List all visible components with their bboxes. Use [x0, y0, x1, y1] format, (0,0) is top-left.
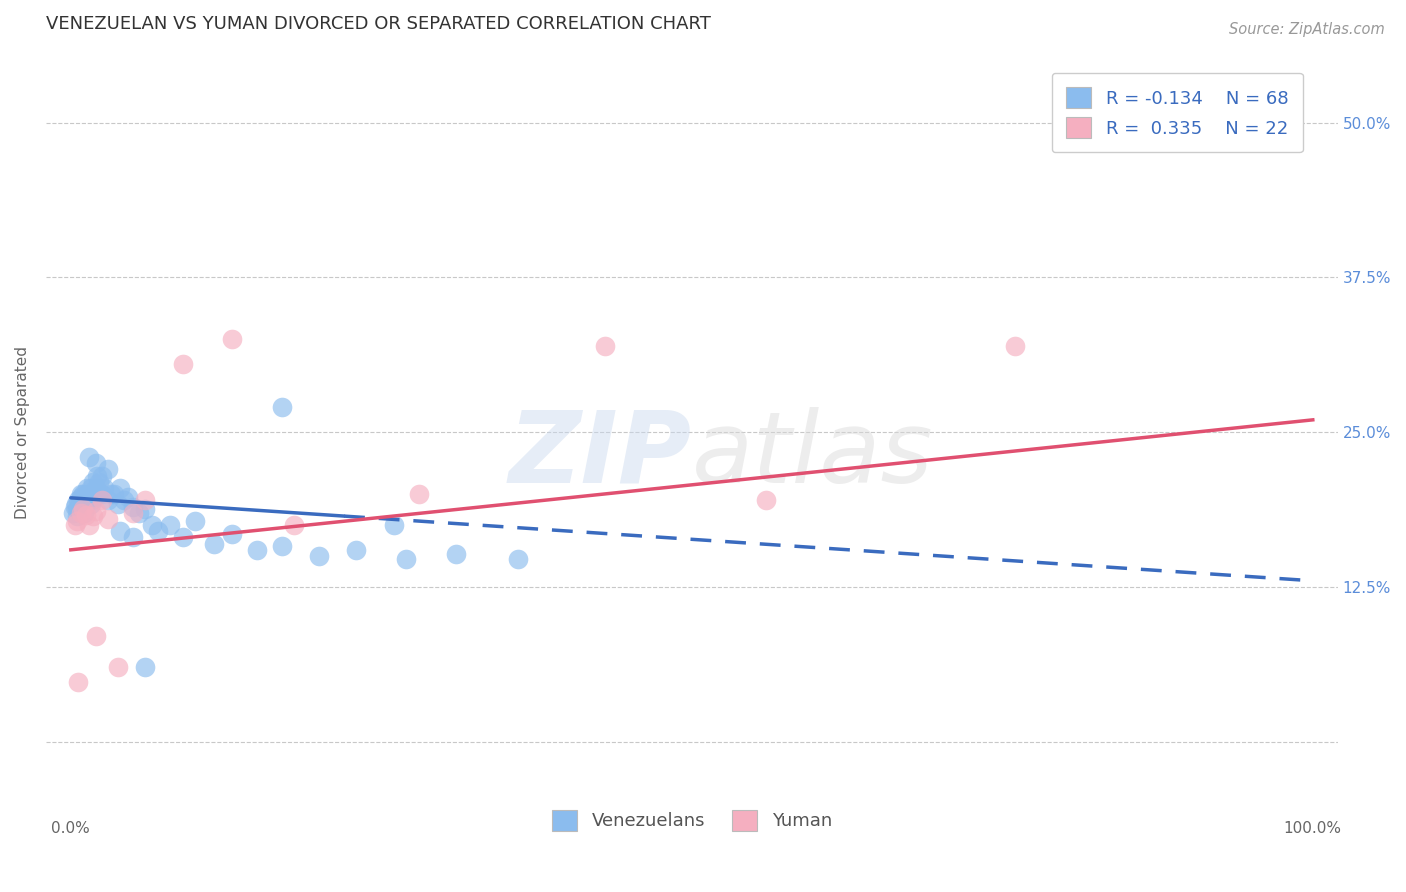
Point	[122, 506, 145, 520]
Point	[75, 508, 97, 523]
Point	[444, 547, 467, 561]
Point	[82, 475, 104, 489]
Point	[69, 490, 91, 504]
Point	[84, 504, 107, 518]
Point	[79, 518, 101, 533]
Point	[128, 506, 150, 520]
Point	[97, 493, 120, 508]
Point	[283, 518, 305, 533]
Text: ZIP: ZIP	[509, 407, 692, 504]
Point	[271, 539, 294, 553]
Point	[70, 502, 93, 516]
Point	[75, 487, 97, 501]
Point	[90, 487, 112, 501]
Point	[69, 504, 91, 518]
Point	[382, 518, 405, 533]
Point	[89, 475, 111, 489]
Point	[66, 514, 89, 528]
Point	[107, 660, 129, 674]
Point	[122, 531, 145, 545]
Point	[246, 542, 269, 557]
Point	[308, 549, 330, 563]
Point	[69, 487, 91, 501]
Y-axis label: Divorced or Separated: Divorced or Separated	[15, 346, 30, 519]
Point	[72, 492, 94, 507]
Point	[73, 506, 96, 520]
Point	[66, 509, 89, 524]
Point	[75, 496, 97, 510]
Point	[67, 493, 90, 508]
Point	[83, 490, 105, 504]
Point	[395, 551, 418, 566]
Point	[221, 526, 243, 541]
Point	[69, 506, 91, 520]
Point	[69, 496, 91, 510]
Point	[117, 490, 139, 504]
Point	[62, 506, 84, 520]
Point	[1004, 338, 1026, 352]
Point	[72, 487, 94, 501]
Point	[159, 518, 181, 533]
Point	[90, 493, 112, 508]
Point	[84, 481, 107, 495]
Point	[202, 536, 225, 550]
Point	[112, 493, 135, 508]
Point	[134, 660, 156, 674]
Point	[79, 481, 101, 495]
Point	[97, 462, 120, 476]
Point	[79, 493, 101, 508]
Point	[146, 524, 169, 539]
Point	[107, 497, 129, 511]
Point	[110, 524, 132, 539]
Point	[221, 332, 243, 346]
Point	[82, 509, 104, 524]
Point	[134, 502, 156, 516]
Point	[134, 493, 156, 508]
Point	[172, 357, 194, 371]
Point	[67, 675, 90, 690]
Point	[82, 487, 104, 501]
Text: VENEZUELAN VS YUMAN DIVORCED OR SEPARATED CORRELATION CHART: VENEZUELAN VS YUMAN DIVORCED OR SEPARATE…	[46, 15, 711, 33]
Point	[72, 502, 94, 516]
Point	[90, 468, 112, 483]
Point	[76, 492, 98, 507]
Point	[79, 497, 101, 511]
Point	[63, 500, 86, 514]
Text: atlas: atlas	[692, 407, 934, 504]
Point	[84, 456, 107, 470]
Point	[408, 487, 430, 501]
Point	[79, 450, 101, 464]
Point	[184, 514, 207, 528]
Point	[84, 630, 107, 644]
Point	[172, 531, 194, 545]
Point	[73, 497, 96, 511]
Point	[122, 500, 145, 514]
Point	[66, 502, 89, 516]
Point	[79, 487, 101, 501]
Point	[77, 490, 100, 504]
Point	[65, 497, 87, 511]
Point	[76, 481, 98, 495]
Point	[506, 551, 529, 566]
Point	[103, 487, 125, 501]
Point	[755, 493, 778, 508]
Point	[271, 401, 294, 415]
Text: Source: ZipAtlas.com: Source: ZipAtlas.com	[1229, 22, 1385, 37]
Point	[93, 481, 115, 495]
Point	[100, 487, 122, 501]
Point	[70, 493, 93, 508]
Legend: Venezuelans, Yuman: Venezuelans, Yuman	[537, 796, 846, 846]
Point	[346, 542, 368, 557]
Point	[141, 518, 163, 533]
Point	[86, 468, 108, 483]
Point	[110, 481, 132, 495]
Point	[87, 487, 110, 501]
Point	[97, 512, 120, 526]
Point	[593, 338, 616, 352]
Point	[80, 493, 103, 508]
Point	[63, 518, 86, 533]
